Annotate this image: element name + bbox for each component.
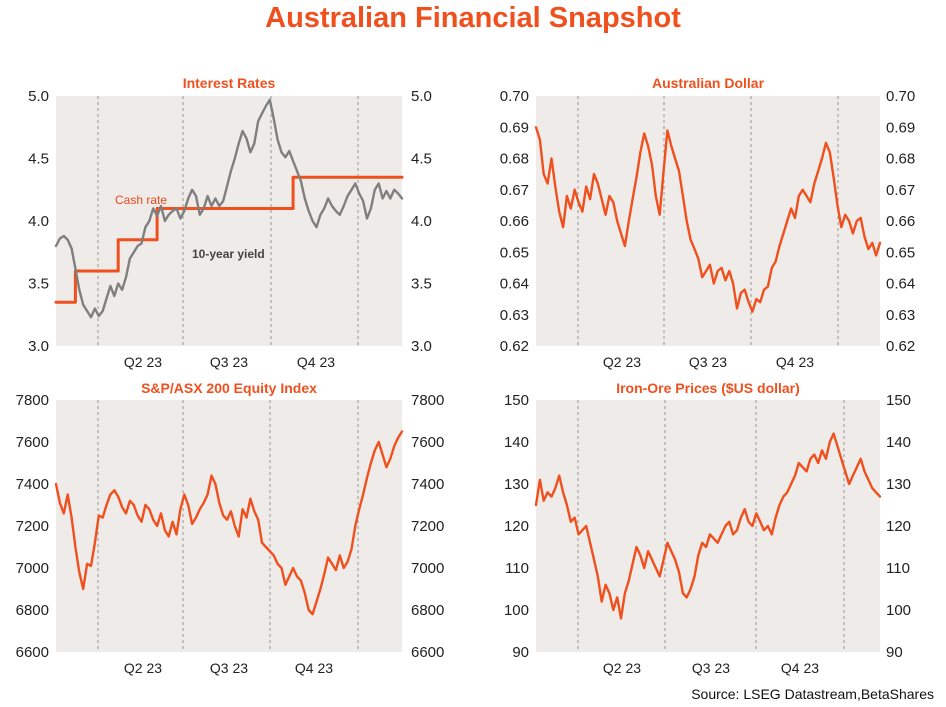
y-tick-label-left: 120	[504, 518, 529, 535]
y-tick-label-right: 7000	[411, 560, 444, 577]
y-tick-label-right: 150	[886, 392, 911, 409]
plot-area	[56, 96, 402, 346]
series-line-cash-rate	[54, 175, 404, 304]
y-tick-label-left: 0.67	[500, 182, 529, 199]
y-tick-label-right: 0.66	[886, 213, 915, 230]
y-tick-label-left: 0.63	[500, 307, 529, 324]
y-tick-label-left: 0.69	[500, 119, 529, 136]
y-tick-label-right: 7400	[411, 476, 444, 493]
y-tick-label-left: 140	[504, 434, 529, 451]
chart-title: Iron-Ore Prices ($US dollar)	[616, 380, 800, 396]
y-tick-label-left: 5.0	[28, 88, 49, 105]
x-tick-label: Q4 23	[297, 354, 335, 370]
y-tick-label-left: 0.64	[500, 276, 529, 293]
y-tick-label-left: 130	[504, 476, 529, 493]
chart-panel-4: Iron-Ore Prices ($US dollar) 90 90 100 100 11…	[504, 380, 911, 676]
y-tick-label-left: 100	[504, 602, 529, 619]
y-tick-label-left: 4.0	[28, 213, 49, 230]
x-tick-label: Q4 23	[295, 660, 333, 676]
y-tick-label-right: 0.65	[886, 244, 915, 261]
y-tick-label-right: 0.69	[886, 119, 915, 136]
chart-title: Australian Dollar	[652, 75, 765, 91]
y-tick-label-right: 0.64	[886, 276, 915, 293]
plot-area	[536, 96, 880, 346]
y-tick-label-right: 140	[886, 434, 911, 451]
y-tick-label-right: 110	[886, 560, 910, 577]
y-tick-label-right: 6800	[411, 602, 444, 619]
y-tick-label-left: 0.70	[500, 88, 529, 105]
y-tick-label-left: 7200	[16, 518, 49, 535]
y-tick-label-right: 4.0	[411, 213, 432, 230]
y-tick-label-right: 4.5	[411, 151, 432, 168]
y-tick-label-right: 5.0	[411, 88, 432, 105]
series-line-series-1	[534, 126, 882, 313]
y-tick-label-right: 0.62	[886, 338, 915, 355]
chart-panel-3: S&P/ASX 200 Equity Index 6600 6600 6800 6800…	[16, 380, 445, 676]
y-tick-label-left: 0.66	[500, 213, 529, 230]
y-tick-label-left: 7600	[16, 434, 49, 451]
y-tick-label-right: 7600	[411, 434, 444, 451]
y-tick-label-right: 90	[886, 644, 903, 661]
y-tick-label-left: 0.68	[500, 151, 529, 168]
y-tick-label-right: 0.63	[886, 307, 915, 324]
y-tick-label-left: 7800	[16, 392, 49, 409]
y-tick-label-left: 0.65	[500, 244, 529, 261]
y-tick-label-left: 3.0	[28, 338, 49, 355]
chart-panel-2: Australian Dollar 0.62 0.62 0.63 0.63 0.64 0.6…	[500, 75, 915, 370]
series-line-series-1	[54, 430, 404, 616]
y-tick-label-left: 110	[505, 560, 529, 577]
y-tick-label-left: 150	[504, 392, 529, 409]
chart-panel-1: Interest Rates 3.0 3.0 3.5 3.5 4.0 4.0 4.5 4.5 5.…	[28, 75, 432, 370]
x-tick-label: Q4 23	[781, 660, 819, 676]
series-line-series-1	[534, 432, 882, 620]
x-tick-label: Q2 23	[603, 354, 641, 370]
y-tick-label-right: 3.5	[411, 276, 432, 293]
y-tick-label-right: 0.68	[886, 151, 915, 168]
x-tick-label: Q4 23	[776, 354, 814, 370]
x-tick-label: Q3 23	[692, 660, 730, 676]
y-tick-label-left: 3.5	[28, 276, 49, 293]
y-tick-label-right: 100	[886, 602, 911, 619]
y-tick-label-left: 90	[512, 644, 529, 661]
plot-area	[56, 400, 402, 652]
source-note: Source: LSEG Datastream,BetaShares	[691, 686, 934, 702]
y-tick-label-right: 0.67	[886, 182, 915, 199]
y-tick-label-left: 7400	[16, 476, 49, 493]
y-tick-label-right: 130	[886, 476, 911, 493]
x-tick-label: Q3 23	[689, 354, 727, 370]
chart-title: Interest Rates	[183, 75, 276, 91]
chart-title: S&P/ASX 200 Equity Index	[141, 380, 317, 396]
plot-area	[536, 400, 880, 652]
cash-rate-annotation: Cash rate	[115, 193, 167, 207]
y-tick-label-left: 6600	[16, 644, 49, 661]
y-tick-label-right: 6600	[411, 644, 444, 661]
x-tick-label: Q3 23	[210, 354, 248, 370]
y-tick-label-right: 3.0	[411, 338, 432, 355]
x-tick-label: Q2 23	[124, 660, 162, 676]
series-line-10-year-yield	[54, 98, 404, 319]
ten-year-yield-annotation: 10-year yield	[192, 247, 265, 261]
y-tick-label-right: 120	[886, 518, 911, 535]
y-tick-label-right: 7200	[411, 518, 444, 535]
y-tick-label-left: 7000	[16, 560, 49, 577]
x-tick-label: Q2 23	[124, 354, 162, 370]
y-tick-label-left: 0.62	[500, 338, 529, 355]
y-tick-label-right: 7800	[411, 392, 444, 409]
x-tick-label: Q3 23	[210, 660, 248, 676]
main-title: Australian Financial Snapshot	[265, 2, 681, 34]
y-tick-label-left: 6800	[16, 602, 49, 619]
x-tick-label: Q2 23	[603, 660, 641, 676]
y-tick-label-left: 4.5	[28, 151, 49, 168]
y-tick-label-right: 0.70	[886, 88, 915, 105]
